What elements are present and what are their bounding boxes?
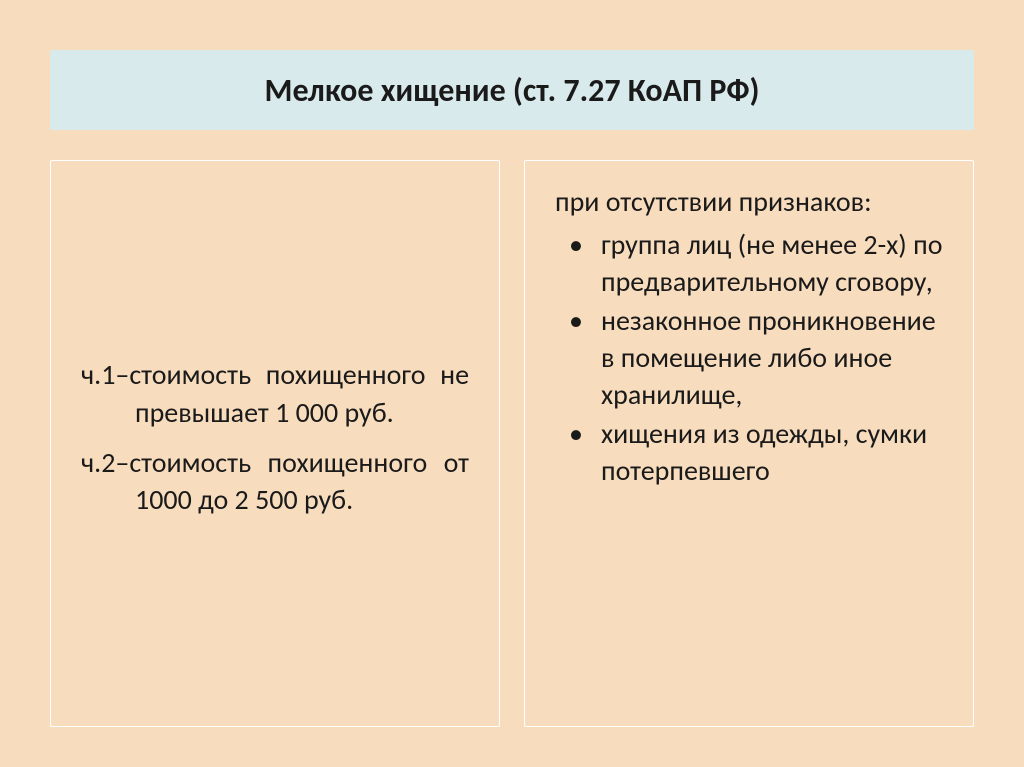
left-item-2: ч.2–стоимость похищенного от 1000 до 2 5… bbox=[81, 444, 469, 520]
title-bar: Мелкое хищение (ст. 7.27 КоАП РФ) bbox=[50, 50, 974, 130]
left-item-1: ч.1–стоимость похищенного не превышает 1… bbox=[81, 356, 469, 432]
content-columns: ч.1–стоимость похищенного не превышает 1… bbox=[50, 160, 974, 727]
right-intro: при отсутствии признаков: bbox=[555, 183, 943, 221]
slide-title: Мелкое хищение (ст. 7.27 КоАП РФ) bbox=[264, 71, 759, 110]
bullet-item: группа лиц (не менее 2-х) по предварител… bbox=[555, 227, 943, 301]
bullet-list: группа лиц (не менее 2-х) по предварител… bbox=[555, 227, 943, 492]
right-column: при отсутствии признаков: группа лиц (не… bbox=[524, 160, 974, 727]
bullet-item: хищения из одежды, сумки потерпевшего bbox=[555, 416, 943, 490]
left-column: ч.1–стоимость похищенного не превышает 1… bbox=[50, 160, 500, 727]
bullet-item: незаконное проникновение в помещение либ… bbox=[555, 303, 943, 414]
